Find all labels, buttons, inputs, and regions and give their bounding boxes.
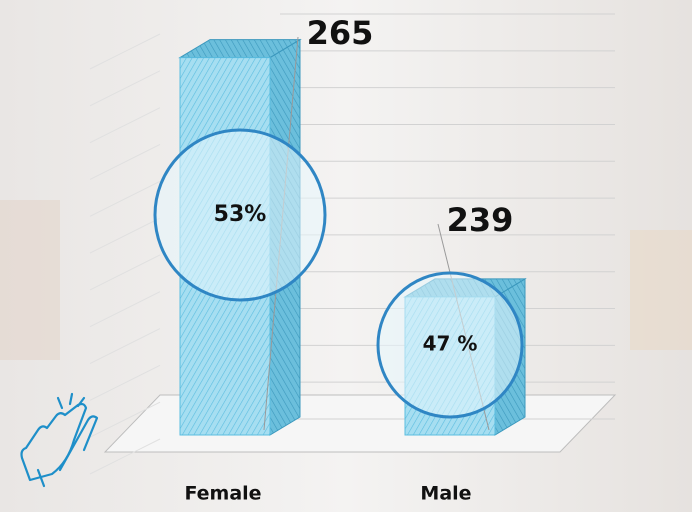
grid-line <box>89 144 161 180</box>
percent-label: 47 % <box>423 332 478 356</box>
grid-line <box>89 328 161 364</box>
percent-circle <box>376 271 524 419</box>
grid-line <box>89 364 161 401</box>
percent-circle <box>153 128 327 302</box>
grid-line <box>89 254 161 291</box>
clap-icon <box>20 392 99 488</box>
grid-line <box>89 107 161 144</box>
grid-line <box>89 217 161 254</box>
background-blur <box>630 230 692 350</box>
value-label: 239 <box>447 201 514 239</box>
background-blur <box>0 200 60 360</box>
x-tick-label: Male <box>420 483 471 505</box>
x-tick-label: Female <box>184 483 261 505</box>
grid-line <box>89 438 161 475</box>
value-label: 265 <box>307 14 374 52</box>
grid-line <box>89 180 161 217</box>
percent-label: 53% <box>214 202 267 227</box>
grid-line <box>89 70 161 107</box>
grid-line <box>89 33 161 70</box>
grid-line <box>89 291 161 328</box>
grid-line <box>89 401 161 438</box>
marks: 265 53% Female 239 47 % Male <box>153 14 527 505</box>
